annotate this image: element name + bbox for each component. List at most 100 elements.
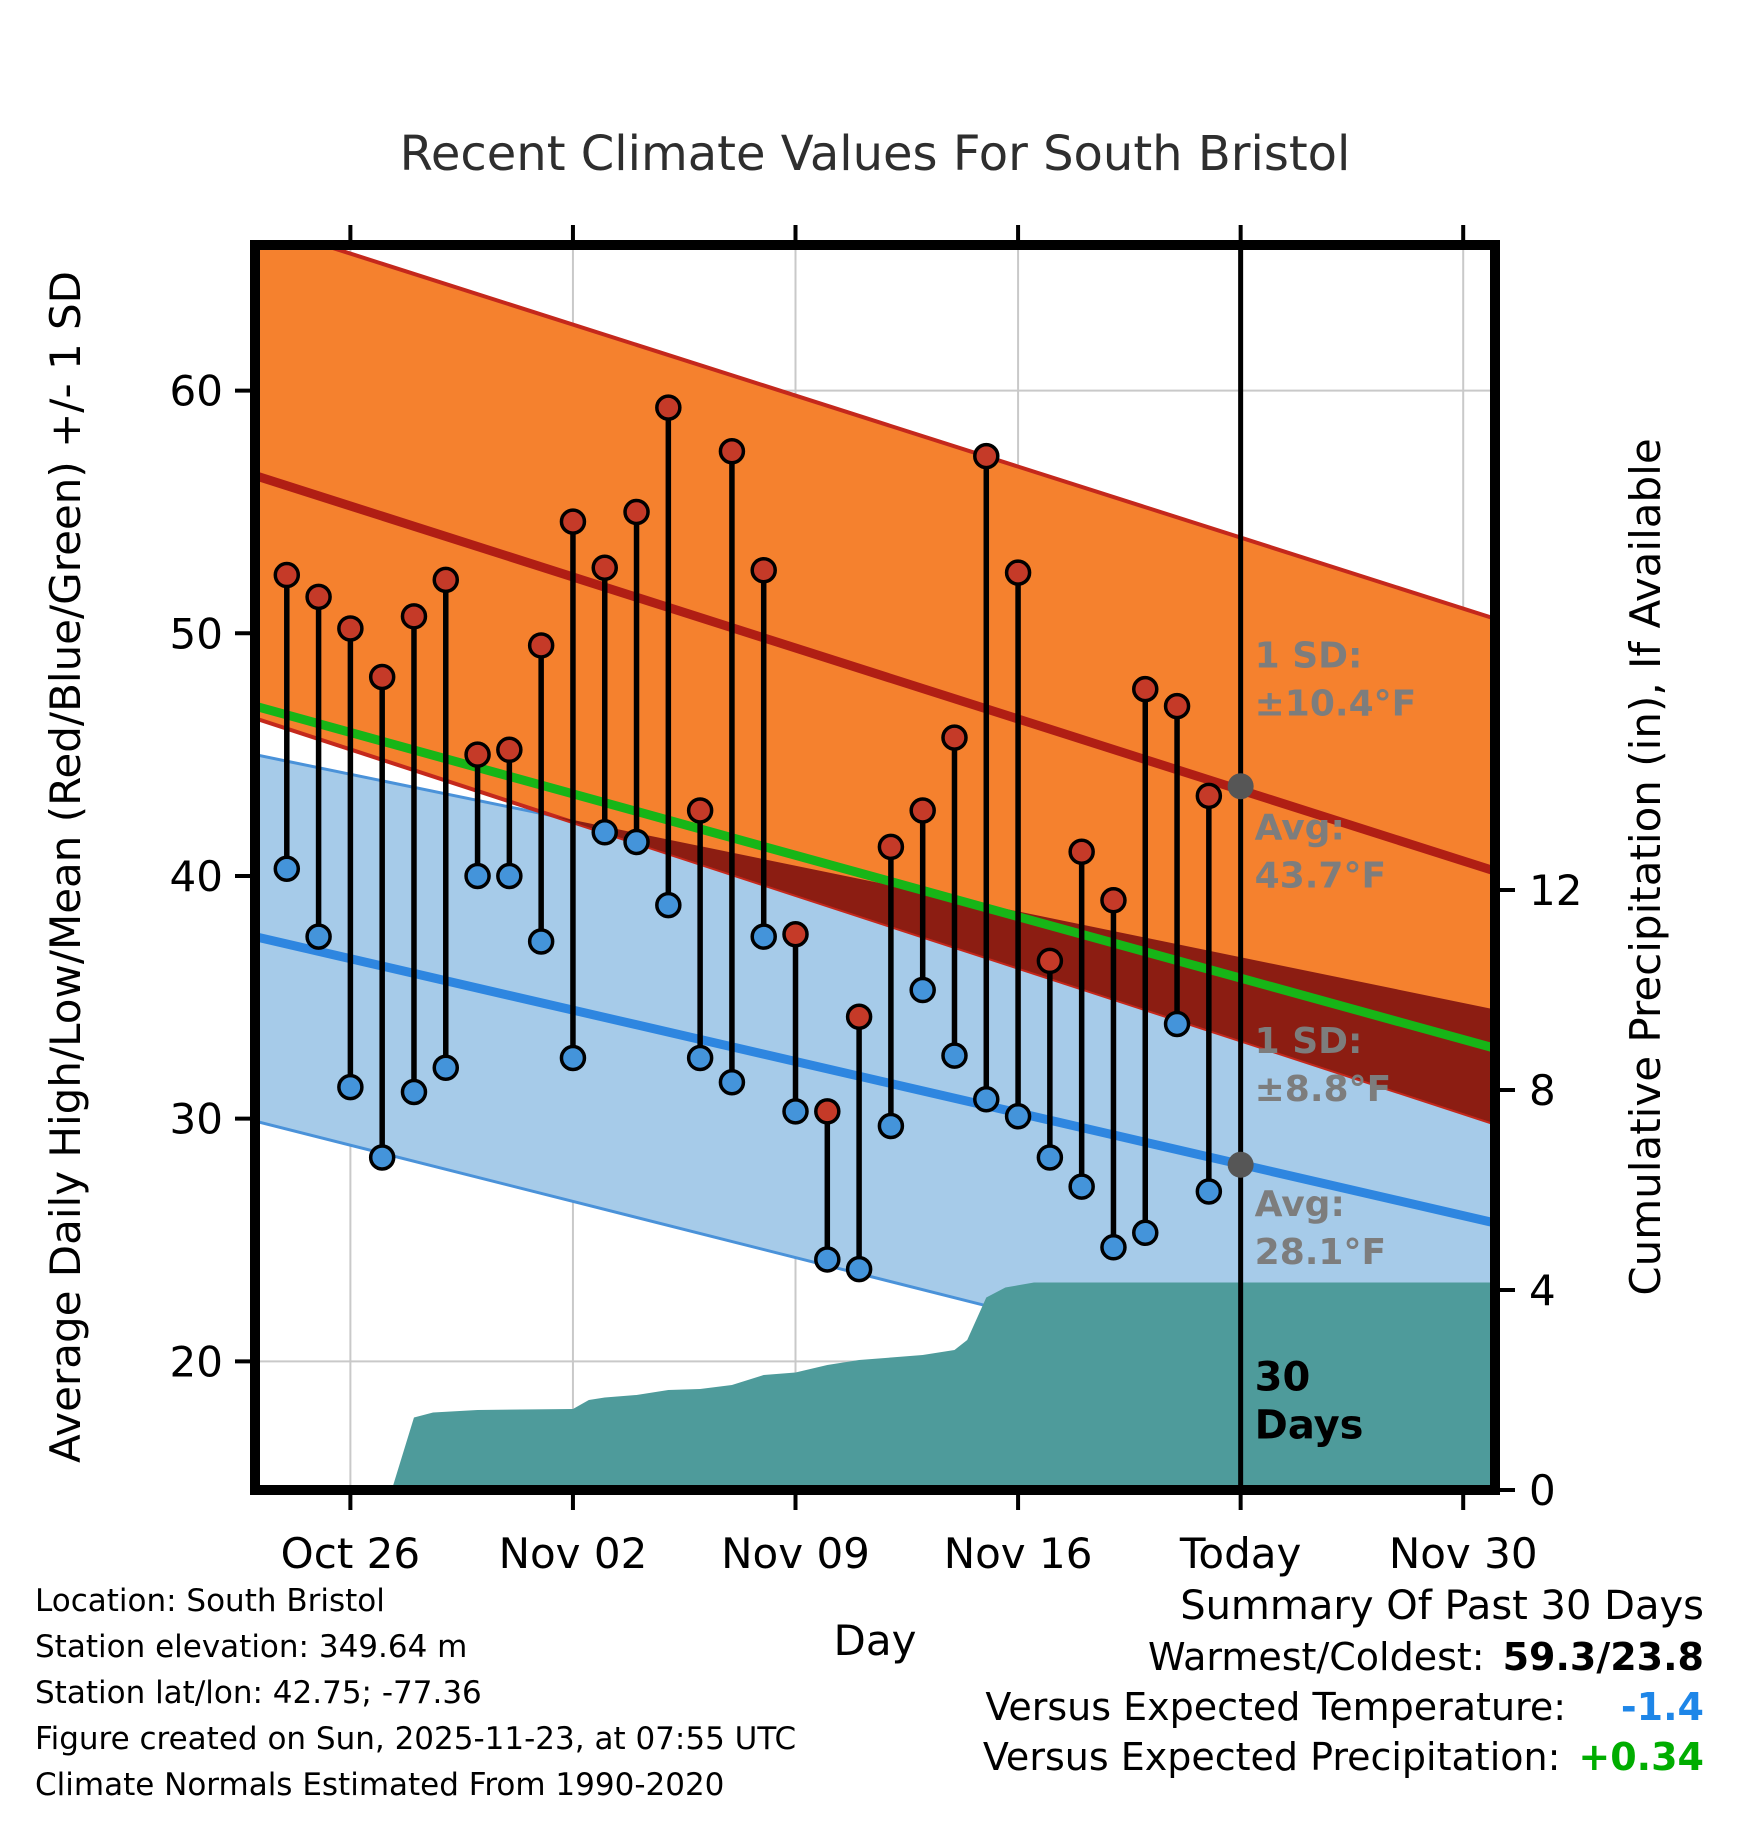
daily-high-dot bbox=[591, 554, 618, 582]
low-sd-annotation: ±8.8°F bbox=[1255, 1069, 1392, 1110]
daily-low-dot bbox=[496, 862, 523, 890]
x-tick-label: Nov 30 bbox=[1389, 1529, 1538, 1578]
daily-high-dot bbox=[464, 741, 491, 768]
daily-low-dot bbox=[337, 1073, 364, 1101]
band-overlap-region bbox=[555, 816, 1495, 1124]
low-avg-annotation: Avg: bbox=[1255, 1184, 1345, 1225]
station-latlon: Station lat/lon: 42.75; -77.36 bbox=[35, 1675, 482, 1711]
low-avg-line bbox=[255, 932, 1495, 1228]
y-left-tick-label: 40 bbox=[170, 852, 223, 901]
x-tick-label: Nov 16 bbox=[944, 1529, 1093, 1578]
daily-low-dot bbox=[464, 862, 491, 890]
high-avg-marker-dot bbox=[1227, 773, 1254, 800]
daily-high-dot bbox=[686, 797, 714, 824]
high-band-top-edge bbox=[316, 245, 1495, 621]
climate-normals-caption: Climate Normals Estimated From 1990-2020 bbox=[35, 1767, 725, 1803]
y-right-axis-label: Cumulative Precipitation (in), If Availa… bbox=[1621, 438, 1670, 1295]
plot-area: 1 SD: ±10.4°F Avg: 43.7°F 1 SD: ±8.8°F Avg: 28.… bbox=[170, 225, 1582, 1578]
y-right-tick-label: 0 bbox=[1529, 1466, 1556, 1515]
low-avg-marker-dot bbox=[1227, 1151, 1254, 1178]
x-tick-label: Oct 26 bbox=[281, 1529, 420, 1578]
station-info: Location: South Bristol Station elevatio… bbox=[35, 1578, 796, 1808]
daily-high-dot bbox=[368, 663, 396, 691]
daily-high-dot bbox=[1004, 559, 1032, 586]
daily-high-dot bbox=[973, 442, 1000, 470]
daily-high-dot bbox=[750, 556, 777, 584]
low-temp-sd-band bbox=[255, 754, 1495, 1435]
daily-low-dot bbox=[432, 1054, 460, 1081]
plot-border bbox=[250, 240, 1500, 1495]
cumulative-precip-area bbox=[255, 1282, 1495, 1490]
high-sd-annotation: ±10.4°F bbox=[1255, 683, 1417, 724]
high-sd-annotation: 1 SD: bbox=[1255, 635, 1363, 676]
daily-low-dot bbox=[273, 855, 301, 882]
summary-row-vs-expected-temperature: Versus Expected Temperature: -1.4 bbox=[983, 1682, 1704, 1732]
thirty-days-annotation: Days bbox=[1255, 1402, 1364, 1448]
low-sd-annotation: 1 SD: bbox=[1255, 1021, 1363, 1062]
y-left-tick-label: 20 bbox=[170, 1337, 223, 1386]
thirty-days-annotation: 30 bbox=[1255, 1354, 1311, 1400]
summary-row-vs-expected-precipitation: Versus Expected Precipitation: +0.34 bbox=[983, 1732, 1704, 1782]
daily-low-dot bbox=[559, 1044, 587, 1072]
daily-low-dot bbox=[1036, 1144, 1064, 1171]
summary-title: Summary Of Past 30 Days bbox=[1180, 1583, 1704, 1629]
daily-low-dot bbox=[527, 928, 555, 955]
daily-low-dot bbox=[400, 1078, 428, 1106]
daily-high-dot bbox=[432, 566, 460, 594]
daily-high-dot bbox=[305, 583, 332, 611]
daily-high-dot bbox=[655, 394, 682, 421]
chart-title: Recent Climate Values For South Bristol bbox=[400, 126, 1351, 182]
summary-block: Summary Of Past 30 Days Warmest/Coldest:… bbox=[983, 1580, 1704, 1782]
daily-high-dot bbox=[1068, 838, 1095, 865]
figure-created-caption: Figure created on Sun, 2025-11-23, at 07… bbox=[35, 1721, 797, 1757]
daily-high-dot bbox=[782, 920, 809, 948]
daily-high-dot bbox=[1036, 947, 1064, 975]
summary-label: Versus Expected Precipitation: bbox=[982, 1735, 1561, 1779]
daily-high-dot bbox=[814, 1098, 841, 1125]
daily-high-dot bbox=[909, 797, 936, 824]
daily-low-dot bbox=[623, 828, 650, 856]
daily-low-dot bbox=[305, 923, 332, 950]
low-avg-annotation: 28.1°F bbox=[1255, 1232, 1386, 1273]
y-left-tick-label: 30 bbox=[170, 1095, 223, 1144]
y-right-tick-label: 12 bbox=[1529, 866, 1582, 915]
daily-low-dot bbox=[1132, 1219, 1159, 1246]
daily-low-dot bbox=[1004, 1103, 1032, 1130]
daily-low-dot bbox=[368, 1144, 396, 1171]
daily-low-dot bbox=[686, 1044, 714, 1072]
daily-high-dot bbox=[496, 736, 523, 764]
plot-clipped-layer: 1 SD: ±10.4°F Avg: 43.7°F 1 SD: ±8.8°F Avg: 28.… bbox=[255, 245, 1495, 1490]
daily-high-dot bbox=[623, 498, 650, 526]
daily-low-dot bbox=[655, 891, 682, 919]
daily-low-dot bbox=[941, 1042, 968, 1069]
daily-low-dot bbox=[973, 1086, 1000, 1113]
daily-low-dot bbox=[1100, 1234, 1127, 1261]
y-left-axis-label: Average Daily High/Low/Mean (Red/Blue/Gr… bbox=[41, 271, 90, 1463]
daily-high-dot bbox=[1100, 887, 1127, 914]
daily-low-dot bbox=[718, 1069, 746, 1096]
daily-high-dot bbox=[273, 561, 301, 589]
daily-high-dot bbox=[559, 508, 587, 535]
summary-row-warmest-coldest: Warmest/Coldest: 59.3/23.8 bbox=[983, 1632, 1704, 1682]
high-avg-annotation: 43.7°F bbox=[1255, 856, 1386, 897]
summary-value: +0.34 bbox=[1578, 1735, 1704, 1779]
summary-value: 59.3/23.8 bbox=[1502, 1635, 1704, 1679]
daily-low-dot bbox=[1068, 1173, 1095, 1200]
daily-high-dot bbox=[400, 603, 428, 630]
x-tick-label: Nov 02 bbox=[499, 1529, 648, 1578]
daily-high-dot bbox=[527, 632, 555, 659]
daily-high-dot bbox=[1132, 675, 1159, 703]
daily-low-dot bbox=[1163, 1010, 1191, 1038]
daily-high-dot bbox=[337, 615, 364, 642]
daily-low-dot bbox=[750, 923, 777, 950]
y-right-tick-label: 4 bbox=[1529, 1266, 1556, 1315]
y-left-tick-label: 50 bbox=[170, 609, 223, 658]
daily-low-dot bbox=[782, 1098, 809, 1125]
daily-high-dot bbox=[1195, 782, 1223, 810]
x-tick-label: Today bbox=[1179, 1529, 1301, 1578]
station-elevation: Station elevation: 349.64 m bbox=[35, 1629, 468, 1665]
daily-high-dot bbox=[718, 438, 746, 465]
x-tick-label: Nov 09 bbox=[721, 1529, 870, 1578]
y-right-tick-label: 8 bbox=[1529, 1066, 1556, 1115]
